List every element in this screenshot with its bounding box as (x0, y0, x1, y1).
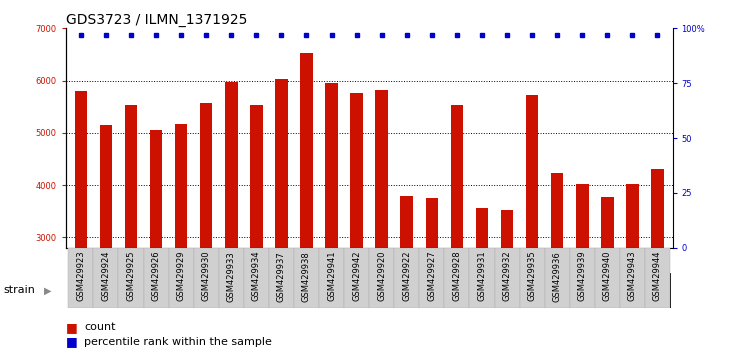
Text: GSM429934: GSM429934 (252, 251, 261, 302)
Bar (325, 83, 338, 354)
Text: GSM429922: GSM429922 (402, 251, 412, 301)
Bar (175, 124, 187, 354)
Bar (376, 90, 388, 354)
Text: GSM429940: GSM429940 (603, 251, 612, 301)
Bar (118, 248, 143, 308)
Bar (125, 105, 137, 354)
Bar (494, 248, 520, 308)
Bar (469, 248, 494, 308)
Bar (68, 248, 94, 308)
Text: GSM429931: GSM429931 (477, 251, 486, 302)
Bar (244, 248, 269, 308)
Text: GSM429928: GSM429928 (452, 251, 461, 302)
Bar (344, 248, 369, 308)
Bar (425, 198, 438, 354)
Text: LCR: LCR (206, 284, 231, 297)
Text: GSM429936: GSM429936 (553, 251, 561, 302)
Bar (369, 273, 670, 308)
Bar (520, 248, 545, 308)
Text: strain: strain (4, 285, 36, 295)
Bar (626, 184, 639, 354)
Bar (651, 169, 664, 354)
Bar (94, 248, 118, 308)
Bar (194, 248, 219, 308)
Text: GDS3723 / ILMN_1371925: GDS3723 / ILMN_1371925 (66, 13, 247, 27)
Text: ■: ■ (66, 335, 77, 348)
Text: GSM429944: GSM429944 (653, 251, 662, 301)
Bar (300, 53, 313, 354)
Bar (150, 130, 162, 354)
Bar (99, 125, 112, 354)
Text: GSM429929: GSM429929 (177, 251, 186, 301)
Text: count: count (84, 322, 115, 332)
Text: GSM429923: GSM429923 (76, 251, 86, 302)
Bar (576, 184, 588, 354)
Bar (645, 248, 670, 308)
Bar (350, 93, 363, 354)
Bar (401, 195, 413, 354)
Text: GSM429932: GSM429932 (502, 251, 512, 302)
Text: GSM429920: GSM429920 (377, 251, 386, 301)
Bar (450, 105, 463, 354)
Text: GSM429927: GSM429927 (428, 251, 436, 302)
Bar (545, 248, 569, 308)
Bar (294, 248, 319, 308)
Text: GSM429930: GSM429930 (202, 251, 211, 302)
Bar (68, 273, 369, 308)
Bar (551, 173, 564, 354)
Text: GSM429925: GSM429925 (126, 251, 135, 301)
Text: GSM429939: GSM429939 (577, 251, 587, 302)
Text: HCR: HCR (506, 284, 533, 297)
Bar (444, 248, 469, 308)
Text: GSM429937: GSM429937 (277, 251, 286, 302)
Bar (143, 248, 169, 308)
Bar (200, 103, 213, 354)
Bar (526, 95, 539, 354)
Bar (319, 248, 344, 308)
Bar (569, 248, 595, 308)
Text: GSM429942: GSM429942 (352, 251, 361, 301)
Bar (225, 82, 238, 354)
Text: percentile rank within the sample: percentile rank within the sample (84, 337, 272, 347)
Bar (369, 248, 394, 308)
Bar (595, 248, 620, 308)
Bar (394, 248, 420, 308)
Bar (275, 79, 288, 354)
Bar (250, 105, 262, 354)
Bar (219, 248, 244, 308)
Text: GSM429941: GSM429941 (327, 251, 336, 301)
Text: GSM429943: GSM429943 (628, 251, 637, 302)
Text: GSM429938: GSM429938 (302, 251, 311, 302)
Text: GSM429926: GSM429926 (151, 251, 161, 302)
Bar (269, 248, 294, 308)
Bar (476, 208, 488, 354)
Bar (601, 196, 613, 354)
Text: ■: ■ (66, 321, 77, 334)
Text: GSM429933: GSM429933 (227, 251, 236, 302)
Bar (420, 248, 444, 308)
Bar (620, 248, 645, 308)
Text: GSM429924: GSM429924 (102, 251, 110, 301)
Text: ▶: ▶ (44, 285, 51, 295)
Text: GSM429935: GSM429935 (528, 251, 537, 302)
Bar (501, 210, 513, 354)
Bar (169, 248, 194, 308)
Bar (75, 91, 87, 354)
